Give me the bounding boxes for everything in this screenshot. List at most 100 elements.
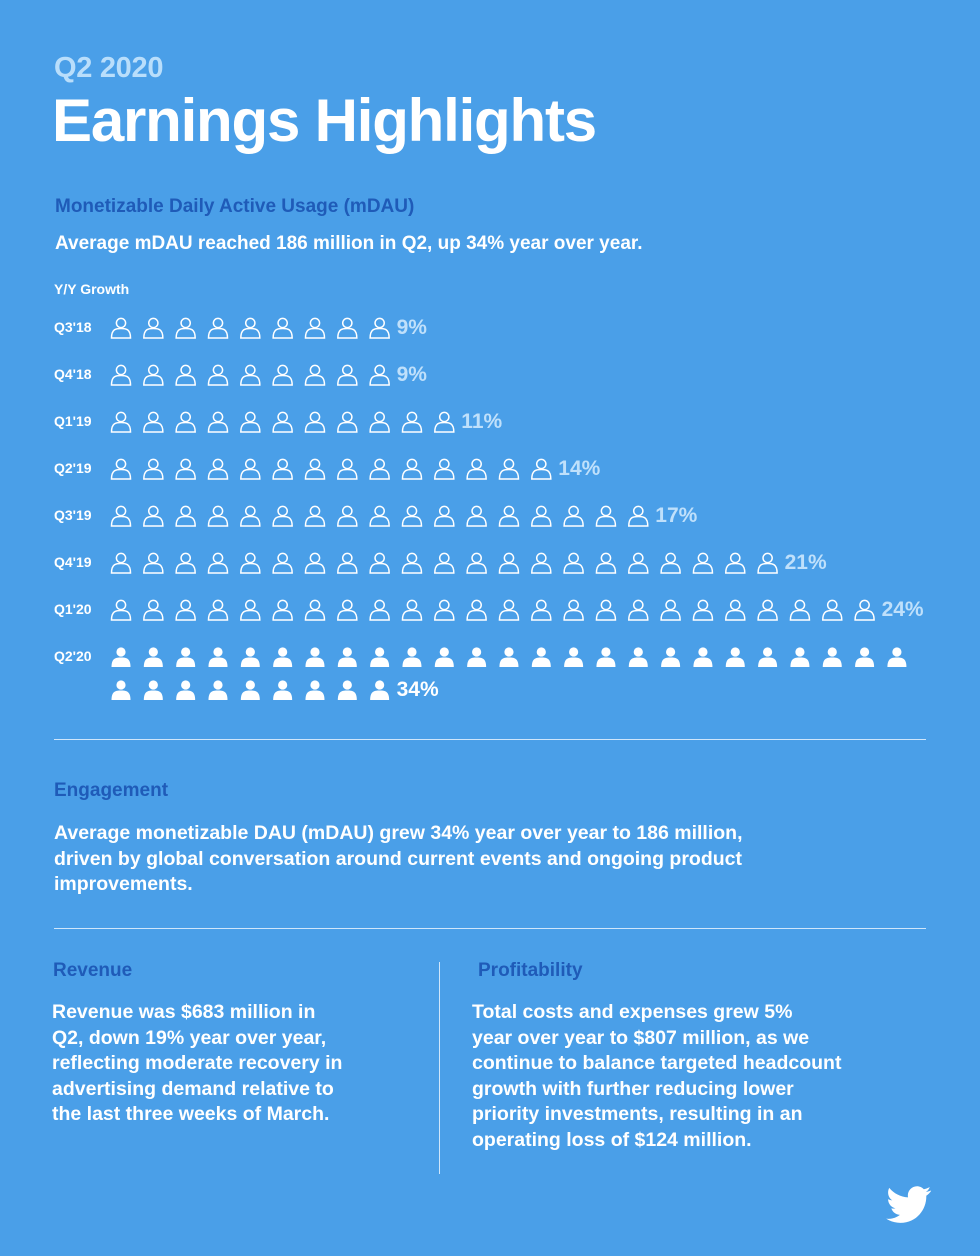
- person-icon: [498, 599, 520, 621]
- profitability-text: Total costs and expenses grew 5% year ov…: [472, 1000, 841, 1153]
- person-icon: [369, 599, 390, 621]
- person-icon: [466, 458, 487, 480]
- person-icon: [175, 364, 196, 386]
- person-icon-filled: [434, 647, 454, 667]
- person-icon: [175, 599, 196, 621]
- person-icon: [304, 505, 326, 527]
- divider: [54, 928, 926, 929]
- person-icon-filled: [855, 647, 875, 667]
- person-icon: [434, 458, 455, 480]
- revenue-line: the last three weeks of March.: [52, 1103, 330, 1125]
- person-icon-filled: [143, 647, 163, 667]
- person-icon-filled: [628, 647, 648, 667]
- person-icon: [531, 552, 552, 574]
- person-icon: [272, 411, 293, 433]
- person-icon: [337, 552, 358, 574]
- person-icon: [110, 458, 132, 480]
- person-icon: [304, 411, 326, 433]
- person-icon: [110, 599, 132, 621]
- person-icon: [466, 505, 487, 527]
- person-icon: [660, 599, 681, 621]
- person-icon-filled: [758, 647, 778, 667]
- revenue-line: Q2, down 19% year over year,: [52, 1026, 327, 1049]
- person-icon: [401, 458, 423, 480]
- column-divider: [439, 962, 440, 1174]
- person-icon-filled: [305, 680, 325, 700]
- person-icon: [498, 552, 520, 574]
- person-icon: [369, 458, 390, 480]
- engagement-line: improvements.: [54, 873, 193, 895]
- person-icon: [531, 458, 552, 480]
- person-icon: [272, 458, 293, 480]
- person-icon: [401, 411, 423, 433]
- person-icon-filled: [240, 680, 260, 700]
- person-icon: [595, 599, 617, 621]
- profitability-line: operating loss of $124 million.: [472, 1128, 752, 1151]
- category-label: Q3'18: [54, 319, 92, 335]
- person-icon: [240, 458, 261, 480]
- person-icon: [143, 364, 164, 386]
- person-icon: [369, 505, 390, 527]
- person-icon-filled: [176, 647, 196, 667]
- person-icon: [628, 505, 649, 527]
- person-icon: [595, 552, 617, 574]
- person-icon-filled: [887, 647, 907, 667]
- mdau-heading: Monetizable Daily Active Usage (mDAU): [55, 196, 415, 217]
- person-icon: [401, 552, 423, 574]
- person-icon: [725, 599, 746, 621]
- category-label: Q3'19: [54, 507, 92, 523]
- person-icon: [369, 317, 390, 339]
- person-icon: [628, 552, 649, 574]
- person-icon: [434, 599, 455, 621]
- person-icon: [207, 411, 229, 433]
- person-icon: [401, 599, 423, 621]
- person-icon: [240, 552, 261, 574]
- person-icon: [337, 364, 358, 386]
- person-icon: [369, 411, 390, 433]
- person-icon: [207, 552, 229, 574]
- person-icon: [240, 364, 261, 386]
- person-icon: [207, 458, 229, 480]
- revenue-line: advertising demand relative to: [52, 1077, 334, 1100]
- profitability-line: priority investments, resulting in an: [472, 1103, 803, 1125]
- engagement-text: Average monetizable DAU (mDAU) grew 34% …: [54, 821, 743, 898]
- profitability-line: growth with further reducing lower: [472, 1077, 794, 1100]
- person-icon: [207, 364, 229, 386]
- category-label: Q1'19: [54, 413, 92, 429]
- person-icon: [272, 364, 293, 386]
- engagement-line: Average monetizable DAU (mDAU) grew 34% …: [54, 822, 743, 844]
- value-label: 17%: [655, 504, 698, 527]
- person-icon: [692, 552, 714, 574]
- person-icon: [725, 552, 746, 574]
- person-icon: [369, 552, 390, 574]
- person-icon: [207, 599, 229, 621]
- person-icon: [531, 505, 552, 527]
- person-icon: [304, 458, 326, 480]
- person-icon: [337, 505, 358, 527]
- person-icon: [175, 552, 196, 574]
- person-icon: [369, 364, 390, 386]
- person-icon-filled: [790, 647, 810, 667]
- person-icon: [337, 411, 358, 433]
- person-icon-filled: [111, 647, 131, 667]
- profitability-line: year over year to $807 million, as we: [472, 1026, 810, 1049]
- person-icon: [143, 317, 164, 339]
- engagement-heading: Engagement: [54, 780, 169, 801]
- value-label: 24%: [881, 598, 924, 621]
- person-icon-filled: [143, 680, 163, 700]
- person-icon: [175, 317, 196, 339]
- person-icon: [110, 411, 132, 433]
- person-icon-filled: [208, 680, 228, 700]
- person-icon-filled: [111, 680, 131, 700]
- page-title: Earnings Highlights: [52, 87, 597, 154]
- value-label: 14%: [558, 457, 601, 480]
- person-icon: [692, 599, 714, 621]
- person-icon: [757, 552, 778, 574]
- person-icon: [240, 411, 261, 433]
- person-icon-filled: [467, 647, 487, 667]
- person-icon: [175, 458, 196, 480]
- person-icon: [498, 458, 520, 480]
- person-icon: [304, 364, 326, 386]
- person-icon-filled: [240, 647, 260, 667]
- person-icon: [337, 599, 358, 621]
